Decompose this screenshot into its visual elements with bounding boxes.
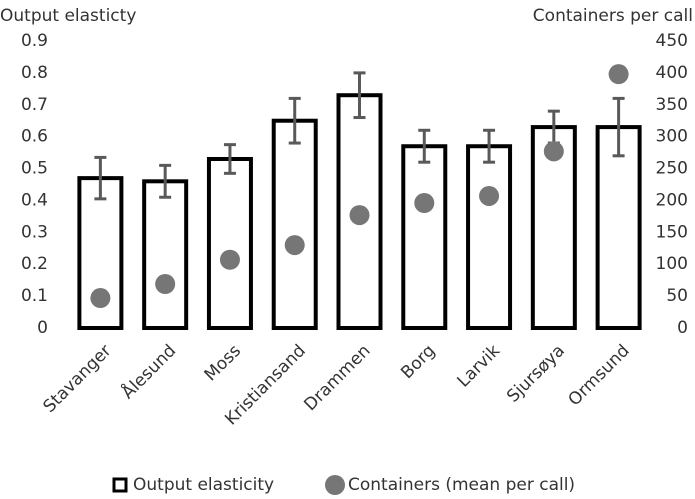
data-point	[608, 64, 629, 85]
x-tick-label: Stavanger	[40, 341, 116, 417]
y-tick-label: 0.9	[21, 31, 48, 51]
x-tick-label: Sjursøya	[503, 341, 569, 407]
y2-tick-label: 400	[656, 63, 688, 83]
bar	[206, 156, 253, 330]
y2-tick-label: 200	[656, 190, 688, 210]
y-tick-label: 0.8	[21, 63, 48, 83]
y2-tick-label: 300	[656, 127, 688, 147]
data-point	[219, 249, 240, 270]
legend-swatch	[112, 477, 128, 493]
bar	[466, 144, 513, 330]
data-point	[155, 273, 176, 294]
bar	[142, 179, 189, 330]
x-tick-label: Borg	[397, 341, 439, 383]
y2-tick-label: 250	[656, 159, 688, 179]
y-tick-label: 0	[37, 318, 48, 338]
y2-tick-label: 100	[656, 254, 688, 274]
y2-tick-label: 0	[677, 318, 688, 338]
data-point	[543, 141, 564, 162]
x-tick-label: Larvik	[454, 341, 505, 392]
y-axis-title: Output elasticty	[0, 6, 136, 26]
y-tick-label: 0.1	[21, 286, 48, 306]
y-tick-label: 0.4	[21, 190, 48, 210]
y-tick-label: 0.3	[21, 222, 48, 242]
x-tick-label: Moss	[201, 341, 245, 385]
x-tick-label: Ålesund	[117, 340, 181, 404]
y2-axis-title: Containers per call	[533, 6, 693, 26]
legend-label: Containers (mean per call)	[348, 475, 575, 495]
y2-tick-label: 50	[666, 286, 688, 306]
data-point	[414, 192, 435, 213]
legend-swatch	[325, 475, 345, 495]
x-tick-label: Drammen	[300, 341, 374, 415]
x-tick-label: Ormsund	[565, 341, 634, 410]
y-tick-label: 0.7	[21, 95, 48, 115]
y-tick-label: 0.6	[21, 127, 48, 147]
y-tick-label: 0.2	[21, 254, 48, 274]
y2-tick-label: 350	[656, 95, 688, 115]
legend-label: Output elasticity	[133, 475, 274, 495]
bar	[401, 144, 448, 330]
data-point	[349, 205, 370, 226]
bar	[271, 118, 318, 330]
y2-tick-label: 150	[656, 222, 688, 242]
data-point	[479, 185, 500, 206]
data-point	[284, 235, 305, 256]
y-tick-label: 0.5	[21, 159, 48, 179]
y2-tick-label: 450	[656, 31, 688, 51]
data-point	[90, 288, 111, 309]
